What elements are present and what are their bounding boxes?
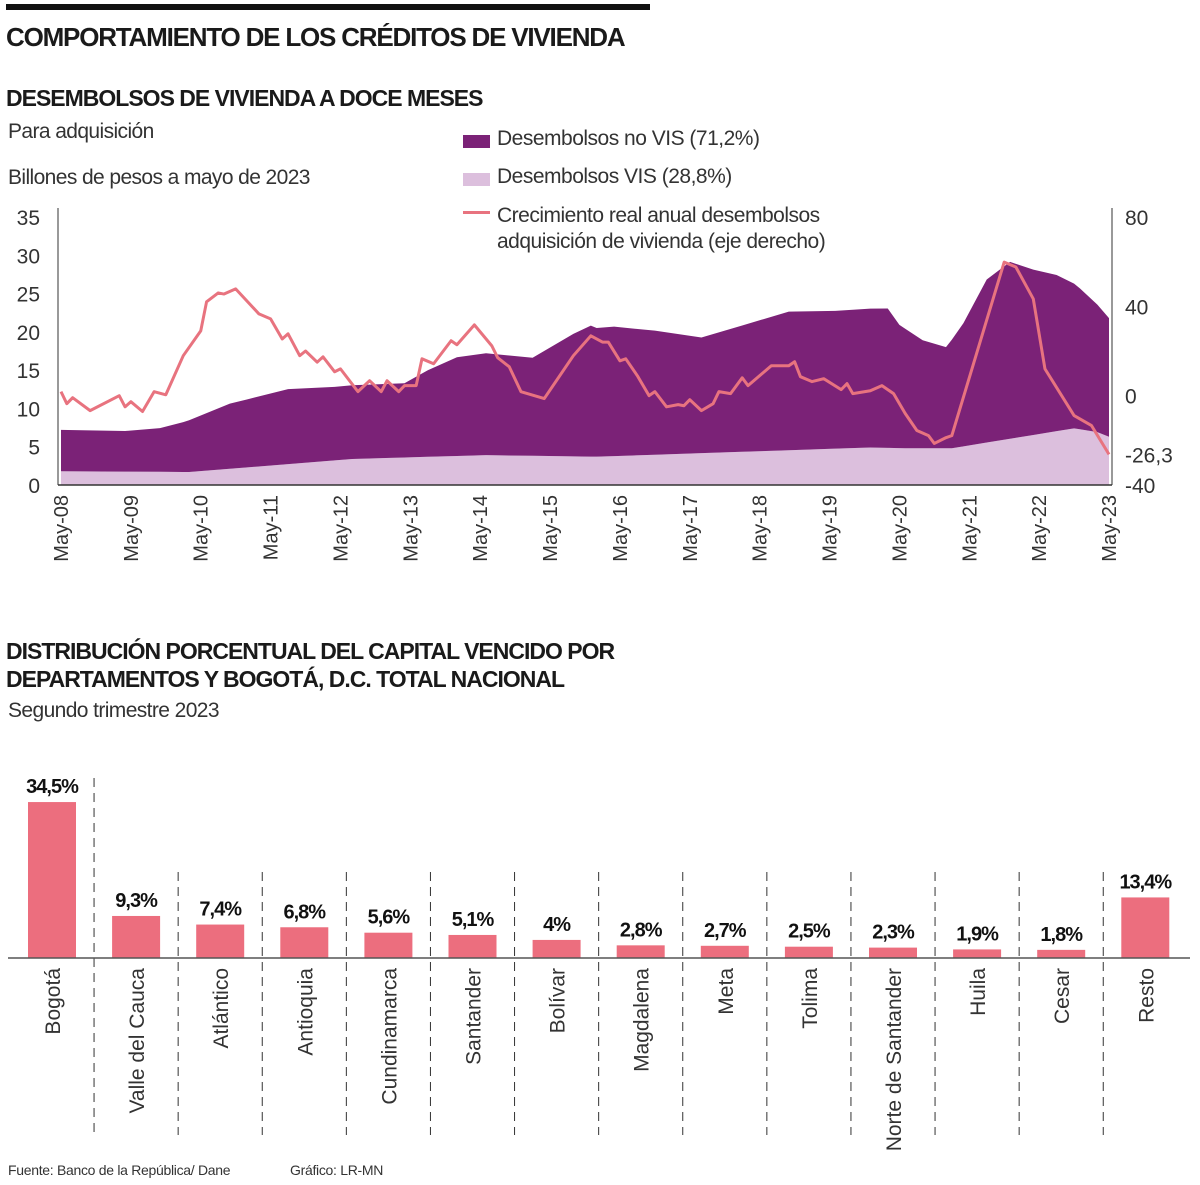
y2-tick-label: 80	[1125, 207, 1148, 230]
bar	[532, 939, 581, 958]
x-tick-label: May-20	[889, 495, 911, 562]
bar-category-label: Tolima	[799, 968, 822, 1029]
bar-category-label: Norte de Santander	[883, 968, 906, 1151]
bar	[28, 802, 76, 958]
legend-swatch-growth	[463, 211, 490, 214]
bar-category-label: Magdalena	[631, 968, 654, 1072]
x-tick-label: May-15	[540, 495, 562, 562]
top-rule	[6, 4, 650, 10]
x-tick-label: May-08	[51, 495, 73, 562]
x-tick-label: May-18	[750, 495, 772, 562]
legend-swatch-vis	[463, 173, 490, 186]
bar-value-label: 2,3%	[872, 922, 915, 944]
y2-tick-label: 40	[1125, 296, 1148, 319]
bar	[616, 945, 665, 958]
x-tick-label: May-17	[680, 495, 702, 562]
y-tick-label: 35	[17, 207, 40, 230]
bar	[112, 915, 161, 958]
bar-category-label: Santander	[463, 968, 486, 1065]
bar	[196, 924, 245, 958]
bar-value-label: 13,4%	[1119, 871, 1172, 893]
area-chart-subtitle: Para adquisición	[8, 120, 154, 143]
bar-category-label: Antioquia	[294, 968, 317, 1056]
bar-value-label: 2,8%	[620, 919, 663, 941]
bar-category-label: Atlántico	[210, 968, 233, 1049]
page-title: COMPORTAMIENTO DE LOS CRÉDITOS DE VIVIEN…	[6, 22, 626, 52]
bar-category-label: Valle del Cauca	[126, 968, 149, 1114]
area-vis	[61, 428, 1109, 485]
x-tick-label: May-12	[330, 495, 352, 562]
bar	[953, 949, 1002, 958]
bar-value-label: 5,1%	[452, 909, 495, 931]
bar	[1037, 949, 1086, 958]
area-no-vis	[61, 261, 1109, 472]
x-tick-label: May-14	[470, 495, 492, 562]
bar-value-label: 34,5%	[26, 776, 79, 798]
source-note: Fuente: Banco de la República/ Dane	[8, 1162, 231, 1178]
growth-line	[59, 260, 1111, 456]
bar-value-label: 2,7%	[704, 920, 747, 942]
bar-value-label: 9,3%	[115, 890, 158, 912]
credit-note: Gráfico: LR-MN	[290, 1162, 384, 1178]
bar	[869, 947, 917, 958]
y-tick-label: 20	[17, 322, 40, 345]
bar	[784, 946, 833, 958]
bar-category-label: Bolívar	[547, 968, 570, 1033]
bar-chart-title-line-1: DISTRIBUCIÓN PORCENTUAL DEL CAPITAL VENC…	[6, 638, 615, 664]
x-tick-label: May-19	[820, 495, 842, 562]
area-chart-title: DESEMBOLSOS DE VIVIENDA A DOCE MESES	[6, 85, 483, 111]
x-tick-label: May-13	[400, 495, 422, 562]
y-tick-label: 25	[17, 284, 40, 307]
bar-category-label: Bogotá	[42, 968, 65, 1035]
bar	[700, 945, 749, 958]
y2-tick-label: -40	[1125, 475, 1155, 498]
y-tick-label: 0	[28, 475, 40, 498]
bar-chart: 34,5% Bogotá 9,3% Valle del Cauca 7,4% Atlánt…	[8, 776, 1190, 1151]
legend-label-vis: Desembolsos VIS (28,8%)	[497, 165, 732, 188]
bar-value-label: 1,9%	[956, 923, 999, 945]
area-chart-units: Billones de pesos a mayo de 2023	[8, 166, 310, 189]
area-chart: 35 30 25 20 15 10 5 0 80 40 0 -26,3 -40 May-08 May-09 M…	[17, 207, 1173, 562]
y-tick-label: 10	[17, 398, 40, 421]
bar-value-label: 1,8%	[1040, 924, 1083, 946]
bar-value-label: 2,5%	[788, 921, 831, 943]
x-tick-label: May-16	[610, 495, 632, 562]
bar-value-label: 6,8%	[284, 901, 327, 923]
bar-category-label: Resto	[1135, 968, 1158, 1023]
legend-label-no-vis: Desembolsos no VIS (71,2%)	[497, 127, 760, 150]
y2-tick-label: -26,3	[1125, 444, 1173, 467]
y-tick-label: 30	[17, 245, 40, 268]
bar-category-label: Meta	[715, 968, 738, 1015]
x-tick-label: May-21	[959, 495, 981, 562]
bar-chart-subtitle: Segundo trimestre 2023	[8, 699, 220, 722]
bar	[1121, 897, 1170, 958]
bar-value-label: 7,4%	[199, 899, 242, 921]
bar	[280, 927, 329, 958]
x-tick-label: May-22	[1029, 495, 1051, 562]
y-tick-label: 5	[28, 437, 40, 460]
x-tick-label: May-23	[1099, 495, 1121, 562]
bar-value-label: 5,6%	[368, 907, 411, 929]
bar-category-label: Huila	[967, 968, 990, 1016]
bar-category-label: Cundinamarca	[378, 968, 401, 1105]
legend-swatch-no-vis	[463, 135, 490, 148]
bar-chart-title-line-2: DEPARTAMENTOS Y BOGOTÁ, D.C. TOTAL NACIO…	[6, 666, 565, 692]
bar	[364, 932, 413, 958]
bar-value-label: 4%	[543, 914, 571, 936]
y-tick-label: 15	[17, 360, 40, 383]
x-tick-label: May-11	[261, 495, 283, 560]
y2-tick-label: 0	[1125, 386, 1137, 409]
x-tick-label: May-10	[191, 495, 213, 562]
bar	[448, 934, 497, 958]
x-tick-label: May-09	[121, 495, 143, 562]
bar-category-label: Cesar	[1051, 968, 1074, 1024]
legend-label-growth: Crecimiento real anual desembolsos adqui…	[497, 204, 826, 253]
